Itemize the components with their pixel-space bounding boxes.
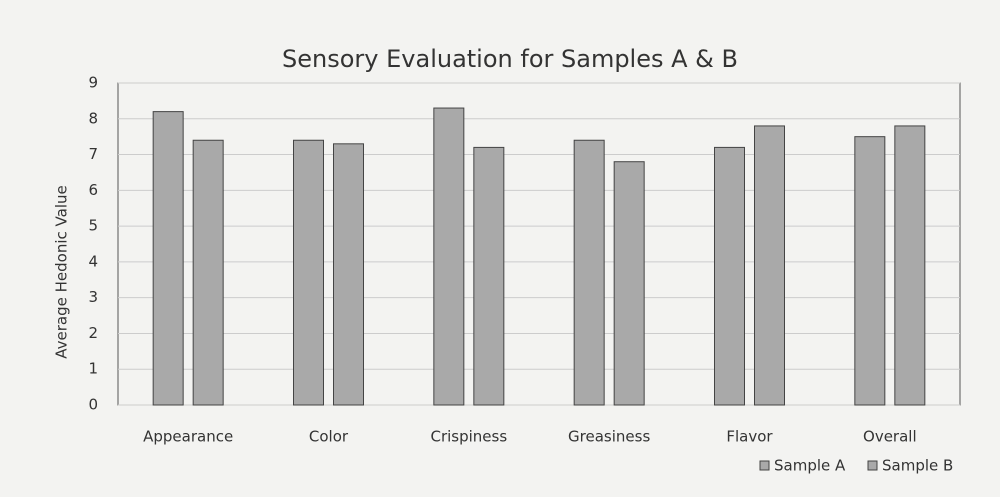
bar xyxy=(152,111,184,406)
legend-label: Sample A xyxy=(774,457,846,475)
bar xyxy=(573,139,605,406)
bar xyxy=(433,107,465,406)
bar xyxy=(894,125,926,406)
y-tick-label: 0 xyxy=(88,396,98,414)
y-tick-label: 1 xyxy=(88,360,98,378)
bar xyxy=(613,161,645,406)
chart-title: Sensory Evaluation for Samples A & B xyxy=(282,45,738,73)
bar xyxy=(333,143,364,406)
bar xyxy=(754,125,785,406)
bar xyxy=(293,139,324,406)
bar xyxy=(192,139,224,406)
x-tick-label: Greasiness xyxy=(568,428,650,446)
x-tick-label: Appearance xyxy=(143,428,233,446)
legend-swatch xyxy=(867,460,878,471)
y-axis-label: Average Hedonic Value xyxy=(53,185,71,358)
y-tick-label: 5 xyxy=(88,217,98,235)
y-tick-label: 9 xyxy=(88,74,98,92)
y-tick-label: 8 xyxy=(88,109,98,127)
x-tick-label: Flavor xyxy=(726,428,773,446)
y-tick-label: 4 xyxy=(88,252,98,270)
x-tick-label: Color xyxy=(309,428,349,446)
bar xyxy=(473,146,505,406)
y-tick-label: 6 xyxy=(88,181,98,199)
y-tick-label: 7 xyxy=(88,145,98,163)
bar xyxy=(854,136,886,406)
legend-swatch xyxy=(759,460,770,471)
y-tick-label: 3 xyxy=(88,288,98,306)
x-tick-label: Crispiness xyxy=(430,428,507,446)
bar xyxy=(714,146,745,406)
y-tick-label: 2 xyxy=(88,324,98,342)
legend-label: Sample B xyxy=(882,457,953,475)
x-tick-label: Overall xyxy=(863,428,917,446)
